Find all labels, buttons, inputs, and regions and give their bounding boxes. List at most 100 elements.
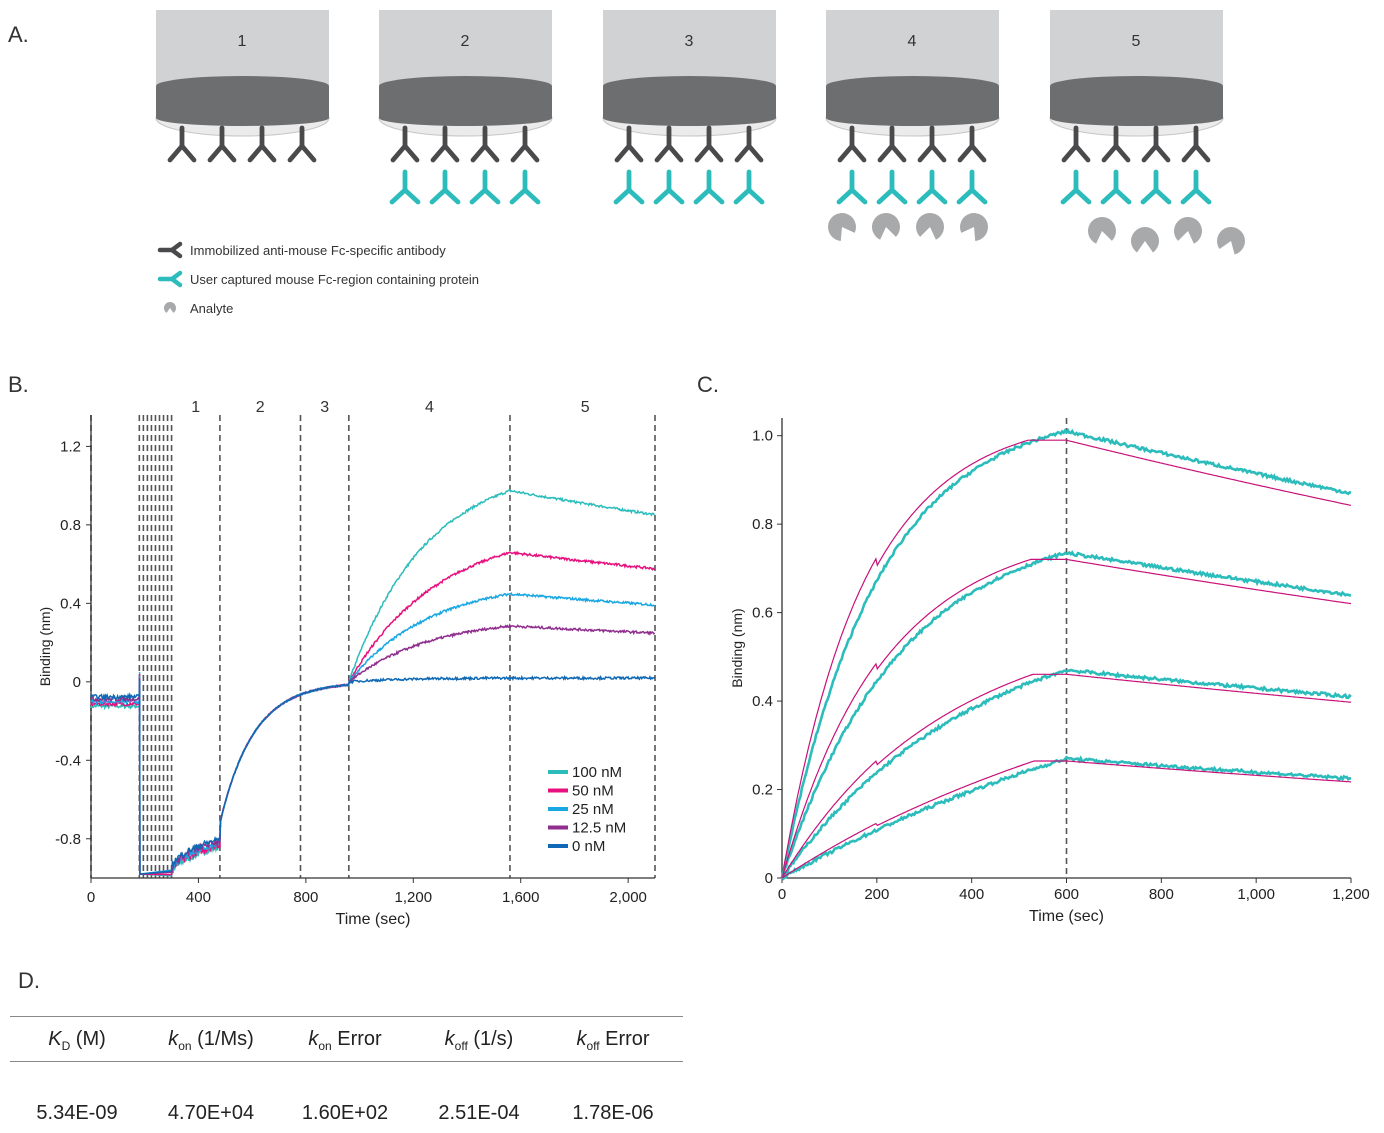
x-tick-label: 0 xyxy=(87,889,95,906)
captured-protein-icon xyxy=(429,169,461,205)
x-tick-label: 1,200 xyxy=(395,889,433,906)
y-tick-label: 0.4 xyxy=(60,595,81,612)
series-line xyxy=(90,489,655,877)
step-label: 3 xyxy=(320,399,329,416)
y-tick-label: 0.8 xyxy=(752,516,773,533)
anti-mouse-fc-antibody-icon xyxy=(1061,125,1091,163)
data-series-line xyxy=(781,755,1352,881)
captured-protein-icon xyxy=(653,169,685,205)
x-tick-label: 400 xyxy=(959,886,984,903)
chart-b: 1 2 3 4 5 0 400 800 1,200 1,600 2,000 -0.8 -0.4 0 0.4 0… xyxy=(37,399,656,928)
legend-label: 100 nM xyxy=(572,764,622,781)
x-axis-label: Time (sec) xyxy=(1029,908,1104,925)
data-series-line xyxy=(780,550,1352,878)
series-line xyxy=(90,674,656,875)
anti-mouse-fc-antibody-icon xyxy=(247,125,277,163)
table-header-cell: kon (1/Ms) xyxy=(168,1028,254,1053)
analyte-legend-icon xyxy=(164,302,176,313)
table-value-cell: 4.70E+04 xyxy=(167,1102,255,1124)
sensor-step-label: 1 xyxy=(238,33,247,50)
sensor-step-label: 5 xyxy=(1132,33,1141,50)
anti-mouse-fc-antibody-icon xyxy=(1141,125,1171,163)
analyte-icon xyxy=(960,213,988,241)
x-tick-label: 2,000 xyxy=(609,889,647,906)
series-line xyxy=(90,592,655,875)
step-label: 4 xyxy=(425,399,434,416)
figure-canvas: 1 2 3 4 5 Immobilized anti-mouse Fc-specific … xyxy=(37,10,1370,928)
analyte-icon xyxy=(1217,227,1245,255)
legend-label: 50 nM xyxy=(572,783,614,800)
sensor-step-1: 1 xyxy=(155,10,330,163)
table-value-cell: 2.51E-04 xyxy=(438,1102,520,1124)
legend-label: 0 nM xyxy=(572,838,605,855)
table-value-cell: 5.34E-09 xyxy=(36,1102,118,1124)
table-value-cell: 1.60E+02 xyxy=(301,1102,389,1124)
sensor-step-2: 2 xyxy=(378,10,553,205)
anti-mouse-fc-antibody-icon xyxy=(470,125,500,163)
analyte-icon xyxy=(916,213,944,240)
fit-series-line xyxy=(781,439,1352,879)
anti-mouse-fc-antibody-icon xyxy=(694,125,724,163)
anti-mouse-fc-antibody-icon xyxy=(1181,125,1211,163)
analyte-icon xyxy=(1131,227,1159,253)
table-header-cell: koff (1/s) xyxy=(444,1028,514,1053)
legend-label: Immobilized anti-mouse Fc-specific antib… xyxy=(190,243,446,258)
captured-protein-icon xyxy=(836,169,868,205)
analyte-icon xyxy=(828,213,857,241)
x-tick-label: 1,600 xyxy=(502,889,540,906)
series-line xyxy=(90,623,656,875)
legend-label: Analyte xyxy=(190,301,233,316)
captured-protein-icon xyxy=(469,169,501,205)
legend-label: 12.5 nM xyxy=(572,820,626,837)
y-tick-label: 1.0 xyxy=(752,428,773,445)
x-tick-label: 400 xyxy=(186,889,211,906)
data-series-line xyxy=(780,427,1352,878)
sensor-step-label: 3 xyxy=(685,33,694,50)
captured-protein-icon xyxy=(1060,169,1092,205)
y-tick-label: 0 xyxy=(765,870,773,887)
y-tick-label: 0.4 xyxy=(752,693,773,710)
panel-d-label: D. xyxy=(18,968,40,993)
anti-mouse-fc-antibody-icon xyxy=(837,125,867,163)
y-tick-label: -0.4 xyxy=(55,752,81,769)
panel-c-label: C. xyxy=(697,372,719,397)
panel-a-label: A. xyxy=(8,22,29,47)
anti-mouse-fc-antibody-icon xyxy=(167,125,197,163)
analyte-icon xyxy=(1174,217,1203,244)
y-axis-label: Binding (nm) xyxy=(729,608,745,687)
table-value-cell: 1.78E-06 xyxy=(572,1102,654,1124)
anti-mouse-fc-antibody-icon xyxy=(287,125,317,163)
x-tick-label: 200 xyxy=(864,886,889,903)
step-label: 2 xyxy=(256,399,265,416)
sensor-step-5: 5 xyxy=(1049,10,1245,255)
sensor-step-4: 4 xyxy=(825,10,1000,241)
fit-series-line xyxy=(781,760,1352,879)
panel-b-label: B. xyxy=(8,372,29,397)
anti-mouse-fc-antibody-icon xyxy=(207,125,237,163)
x-tick-label: 600 xyxy=(1054,886,1079,903)
legend-label: 25 nM xyxy=(572,801,614,818)
series-line xyxy=(90,550,655,876)
captured-protein-icon xyxy=(389,169,421,205)
captured-protein-icon xyxy=(956,169,988,205)
chart-c: 0 200 400 600 800 1,000 1,200 0 0.2 0.4 0.6 0.8 1.0 T… xyxy=(729,418,1370,925)
anti-mouse-fc-antibody-icon xyxy=(654,125,684,163)
captured-protein-icon xyxy=(916,169,948,205)
anti-mouse-fc-antibody-icon xyxy=(430,125,460,163)
captured-protein-icon xyxy=(509,169,541,205)
anti-mouse-fc-antibody-icon xyxy=(917,125,947,163)
y-tick-label: 0.6 xyxy=(752,605,773,622)
analyte-icon xyxy=(1088,217,1117,244)
x-tick-label: 800 xyxy=(1149,886,1174,903)
x-tick-label: 0 xyxy=(778,886,786,903)
sensor-step-label: 2 xyxy=(461,33,470,50)
table-header-cell: kon Error xyxy=(308,1028,382,1053)
x-axis-label: Time (sec) xyxy=(336,911,411,928)
anti-mouse-fc-antibody-icon xyxy=(390,125,420,163)
anti-mouse-fc-antibody-icon xyxy=(734,125,764,163)
y-tick-label: 0.2 xyxy=(752,782,773,799)
y-tick-label: 0.8 xyxy=(60,517,81,534)
captured-protein-icon xyxy=(1100,169,1132,205)
sensor-step-label: 4 xyxy=(908,33,917,50)
captured-protein-icon xyxy=(876,169,908,205)
